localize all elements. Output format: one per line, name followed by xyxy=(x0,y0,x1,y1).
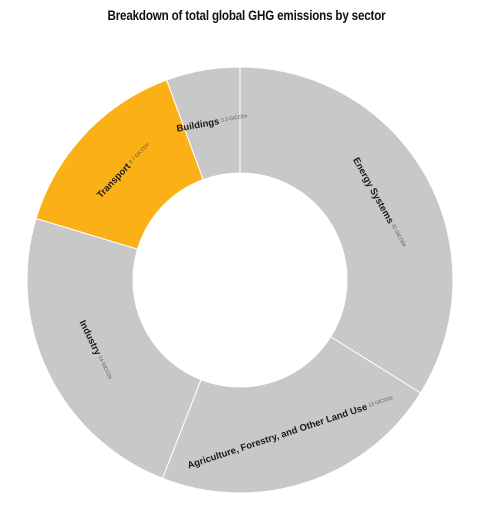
slice-buildings xyxy=(166,66,241,181)
slice-agriculture-forestry-and-other-land-use xyxy=(161,336,422,494)
slice-energy-systems xyxy=(239,66,454,394)
label-value-buildings: 3.3 GtCO2e xyxy=(221,114,249,125)
slice-transport xyxy=(35,79,204,250)
donut-slices xyxy=(26,66,454,494)
slice-industry xyxy=(26,217,202,480)
chart-title: Breakdown of total global GHG emissions … xyxy=(107,8,386,23)
